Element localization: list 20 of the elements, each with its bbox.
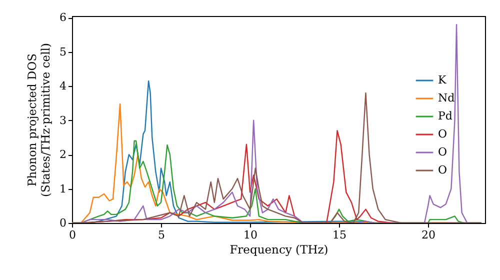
x-axis-title: Frequency (THz): [230, 242, 328, 256]
x-tick-label: 15: [332, 228, 347, 242]
y-tick-label: 2: [60, 148, 66, 162]
y-tick-label: 5: [60, 45, 66, 58]
legend-label: Pd: [438, 110, 452, 122]
x-tick-label: 10: [244, 228, 258, 242]
x-tick-label: 5: [158, 228, 166, 242]
y-tick-label: 3: [60, 114, 66, 127]
legend-label: K: [438, 74, 447, 86]
y-tick-label: 1: [60, 182, 66, 196]
legend-label: O: [438, 164, 448, 176]
legend-label: O: [438, 128, 448, 140]
y-axis-title: Phonon projected DOS (States/THz·primitive cell): [25, 43, 52, 197]
y-tick-label: 0: [60, 216, 66, 230]
legend-label: O: [438, 146, 448, 158]
x-tick-label: 0: [69, 228, 76, 242]
y-tick-label: 4: [60, 80, 66, 93]
x-tick-label: 20: [422, 228, 436, 242]
legend-label: Nd: [438, 92, 455, 104]
y-tick-label: 6: [60, 11, 66, 24]
